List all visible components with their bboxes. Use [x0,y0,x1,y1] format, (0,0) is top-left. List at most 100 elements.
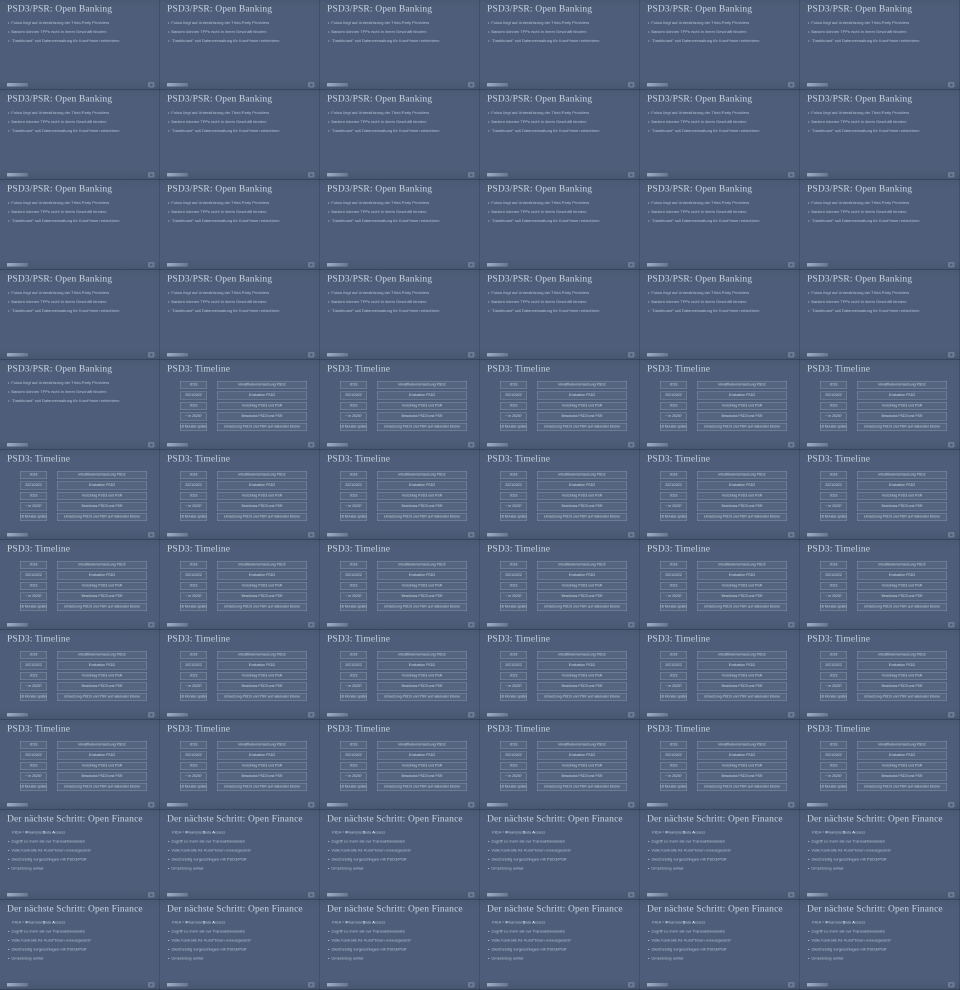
slide-thumb-timeline[interactable]: PSD3: Timeline 2018 Inkrafttreten/Umsetz… [320,360,480,450]
timeline-period-cell: 2021/2022 [500,391,527,400]
slide-thumb-timeline[interactable]: PSD3: Timeline 2018 Inkrafttreten/Umsetz… [0,720,160,810]
footer-logo [647,803,668,807]
slide-thumb-timeline[interactable]: PSD3: Timeline 2018 Inkrafttreten/Umsetz… [0,630,160,720]
slide-thumb-open-finance[interactable]: Der nächste Schritt: Open Finance FIDA =… [0,900,160,990]
slide-thumb-open-banking[interactable]: PSD3/PSR: Open Banking Fokus liegt auf U… [160,0,320,90]
slide-thumb-open-banking[interactable]: PSD3/PSR: Open Banking Fokus liegt auf U… [0,90,160,180]
slide-thumb-open-banking[interactable]: PSD3/PSR: Open Banking Fokus liegt auf U… [640,180,800,270]
slide-thumb-open-banking[interactable]: PSD3/PSR: Open Banking Fokus liegt auf U… [480,180,640,270]
slide-thumb-open-banking[interactable]: PSD3/PSR: Open Banking Fokus liegt auf U… [800,0,960,90]
fida-intro-line: FIDA = Financial Data Access [12,830,66,835]
slide-thumb-timeline[interactable]: PSD3: Timeline 2018 Inkrafttreten/Umsetz… [800,720,960,810]
slide-thumb-open-banking[interactable]: PSD3/PSR: Open Banking Fokus liegt auf U… [480,0,640,90]
slide-thumb-open-finance[interactable]: Der nächste Schritt: Open Finance FIDA =… [480,810,640,900]
slide-thumb-open-finance[interactable]: Der nächste Schritt: Open Finance FIDA =… [640,810,800,900]
footer-logo [167,983,188,987]
slide-thumb-timeline[interactable]: PSD3: Timeline 2018 Inkrafttreten/Umsetz… [640,450,800,540]
slide-title: PSD3/PSR: Open Banking [327,3,433,15]
slide-thumb-open-banking[interactable]: PSD3/PSR: Open Banking Fokus liegt auf U… [640,0,800,90]
timeline-event-cell: Umsetzung PSD3 und PSR auf nationaler Eb… [857,513,947,521]
timeline-period-cell: ~ in 2025? [500,412,527,421]
bullet-item: Gleichzeitig vorgeschlagen mit PSD3/PSR [328,857,411,863]
slide-thumb-timeline[interactable]: PSD3: Timeline 2018 Inkrafttreten/Umsetz… [160,630,320,720]
slide-thumb-open-banking[interactable]: PSD3/PSR: Open Banking Fokus liegt auf U… [320,270,480,360]
slide-thumb-timeline[interactable]: PSD3: Timeline 2018 Inkrafttreten/Umsetz… [480,720,640,810]
slide-thumb-timeline[interactable]: PSD3: Timeline 2018 Inkrafttreten/Umsetz… [640,720,800,810]
slide-thumb-timeline[interactable]: PSD3: Timeline 2018 Inkrafttreten/Umsetz… [160,450,320,540]
bullet-list: Zugriff zu mehr als nur Transaktionsdate… [648,839,730,875]
timeline-period-cell: 2023 [340,492,367,500]
bullet-item: Zugriff zu mehr als nur Transaktionsdate… [168,929,251,935]
slide-thumb-timeline[interactable]: PSD3: Timeline 2018 Inkrafttreten/Umsetz… [640,630,800,720]
slide-thumb-open-finance[interactable]: Der nächste Schritt: Open Finance FIDA =… [320,810,480,900]
slide-thumb-timeline[interactable]: PSD3: Timeline 2018 Inkrafttreten/Umsetz… [160,720,320,810]
slide-title: PSD3: Timeline [487,723,551,735]
slide-thumb-open-finance[interactable]: Der nächste Schritt: Open Finance FIDA =… [320,900,480,990]
slide-thumb-open-banking[interactable]: PSD3/PSR: Open Banking Fokus liegt auf U… [640,90,800,180]
slide-title: PSD3: Timeline [807,453,871,465]
timeline-event-cell: Beschluss PSD3 und PSR [217,772,307,781]
slide-thumb-timeline[interactable]: PSD3: Timeline 2018 Inkrafttreten/Umsetz… [800,450,960,540]
slide-number-badge [628,262,635,268]
slide-thumb-open-banking[interactable]: PSD3/PSR: Open Banking Fokus liegt auf U… [800,90,960,180]
timeline-period-cell: 2018 [180,561,207,569]
slide-thumb-timeline[interactable]: PSD3: Timeline 2018 Inkrafttreten/Umsetz… [640,540,800,630]
timeline-period-cell: 18 Monate später [820,603,847,611]
slide-thumb-open-banking[interactable]: PSD3/PSR: Open Banking Fokus liegt auf U… [0,360,160,450]
bullet-item: Banken können TPPs nicht in ihrem Geschä… [328,209,439,215]
slide-thumb-timeline[interactable]: PSD3: Timeline 2018 Inkrafttreten/Umsetz… [480,360,640,450]
slide-thumb-open-finance[interactable]: Der nächste Schritt: Open Finance FIDA =… [640,900,800,990]
slide-thumb-timeline[interactable]: PSD3: Timeline 2018 Inkrafttreten/Umsetz… [160,540,320,630]
slide-thumb-open-banking[interactable]: PSD3/PSR: Open Banking Fokus liegt auf U… [160,180,320,270]
slide-number-badge [308,892,315,898]
slide-title: PSD3: Timeline [167,633,231,645]
footer-logo [487,533,508,537]
slide-thumb-open-finance[interactable]: Der nächste Schritt: Open Finance FIDA =… [160,900,320,990]
slide-thumb-open-banking[interactable]: PSD3/PSR: Open Banking Fokus liegt auf U… [640,270,800,360]
slide-thumb-open-banking[interactable]: PSD3/PSR: Open Banking Fokus liegt auf U… [320,180,480,270]
bullet-item: "Dashboard" soll Datenverwaltung für Kun… [808,128,919,134]
timeline-period-cell: 2021/2022 [820,751,847,760]
bullet-list: Fokus liegt auf Unterstützung der Third-… [8,290,119,317]
slide-thumb-open-banking[interactable]: PSD3/PSR: Open Banking Fokus liegt auf U… [0,270,160,360]
slide-thumb-timeline[interactable]: PSD3: Timeline 2018 Inkrafttreten/Umsetz… [480,540,640,630]
bullet-list: Fokus liegt auf Unterstützung der Third-… [648,110,759,137]
slide-number-badge [148,532,155,538]
timeline-period-cell: 2018 [180,651,207,659]
slide-thumb-open-banking[interactable]: PSD3/PSR: Open Banking Fokus liegt auf U… [160,270,320,360]
slide-thumb-open-banking[interactable]: PSD3/PSR: Open Banking Fokus liegt auf U… [320,0,480,90]
slide-thumb-open-banking[interactable]: PSD3/PSR: Open Banking Fokus liegt auf U… [800,180,960,270]
slide-thumb-timeline[interactable]: PSD3: Timeline 2018 Inkrafttreten/Umsetz… [800,630,960,720]
slide-thumb-timeline[interactable]: PSD3: Timeline 2018 Inkrafttreten/Umsetz… [0,540,160,630]
slide-thumb-timeline[interactable]: PSD3: Timeline 2018 Inkrafttreten/Umsetz… [320,630,480,720]
slide-thumb-timeline[interactable]: PSD3: Timeline 2018 Inkrafttreten/Umsetz… [320,720,480,810]
slide-thumb-timeline[interactable]: PSD3: Timeline 2018 Inkrafttreten/Umsetz… [800,540,960,630]
bullet-item: "Dashboard" soll Datenverwaltung für Kun… [488,128,599,134]
timeline-event-cell: Evaluation PSD2 [537,391,627,400]
slide-thumb-open-banking[interactable]: PSD3/PSR: Open Banking Fokus liegt auf U… [0,0,160,90]
slide-thumb-timeline[interactable]: PSD3: Timeline 2018 Inkrafttreten/Umsetz… [160,360,320,450]
slide-thumb-open-banking[interactable]: PSD3/PSR: Open Banking Fokus liegt auf U… [320,90,480,180]
bullet-item: Fokus liegt auf Unterstützung der Third-… [8,110,119,116]
slide-thumb-timeline[interactable]: PSD3: Timeline 2018 Inkrafttreten/Umsetz… [320,540,480,630]
slide-thumb-timeline[interactable]: PSD3: Timeline 2018 Inkrafttreten/Umsetz… [320,450,480,540]
slide-thumb-open-banking[interactable]: PSD3/PSR: Open Banking Fokus liegt auf U… [0,180,160,270]
bullet-item: Banken können TPPs nicht in ihrem Geschä… [808,209,919,215]
timeline-event-cell: Umsetzung PSD3 und PSR auf nationaler Eb… [377,423,467,431]
slide-thumb-open-finance[interactable]: Der nächste Schritt: Open Finance FIDA =… [800,810,960,900]
slide-thumb-timeline[interactable]: PSD3: Timeline 2018 Inkrafttreten/Umsetz… [640,360,800,450]
slide-thumb-timeline[interactable]: PSD3: Timeline 2018 Inkrafttreten/Umsetz… [480,450,640,540]
slide-thumb-open-finance[interactable]: Der nächste Schritt: Open Finance FIDA =… [160,810,320,900]
slide-thumb-open-banking[interactable]: PSD3/PSR: Open Banking Fokus liegt auf U… [480,90,640,180]
slide-thumb-open-banking[interactable]: PSD3/PSR: Open Banking Fokus liegt auf U… [160,90,320,180]
timeline-period-cell: 2021/2022 [180,661,207,670]
slide-thumb-open-banking[interactable]: PSD3/PSR: Open Banking Fokus liegt auf U… [480,270,640,360]
slide-thumb-open-finance[interactable]: Der nächste Schritt: Open Finance FIDA =… [480,900,640,990]
slide-thumb-timeline[interactable]: PSD3: Timeline 2018 Inkrafttreten/Umsetz… [800,360,960,450]
slide-thumb-timeline[interactable]: PSD3: Timeline 2018 Inkrafttreten/Umsetz… [480,630,640,720]
timeline-event-cell: Evaluation PSD2 [857,571,947,580]
slide-thumb-open-banking[interactable]: PSD3/PSR: Open Banking Fokus liegt auf U… [800,270,960,360]
slide-thumb-open-finance[interactable]: Der nächste Schritt: Open Finance FIDA =… [800,900,960,990]
slide-thumb-open-finance[interactable]: Der nächste Schritt: Open Finance FIDA =… [0,810,160,900]
slide-thumb-timeline[interactable]: PSD3: Timeline 2018 Inkrafttreten/Umsetz… [0,450,160,540]
